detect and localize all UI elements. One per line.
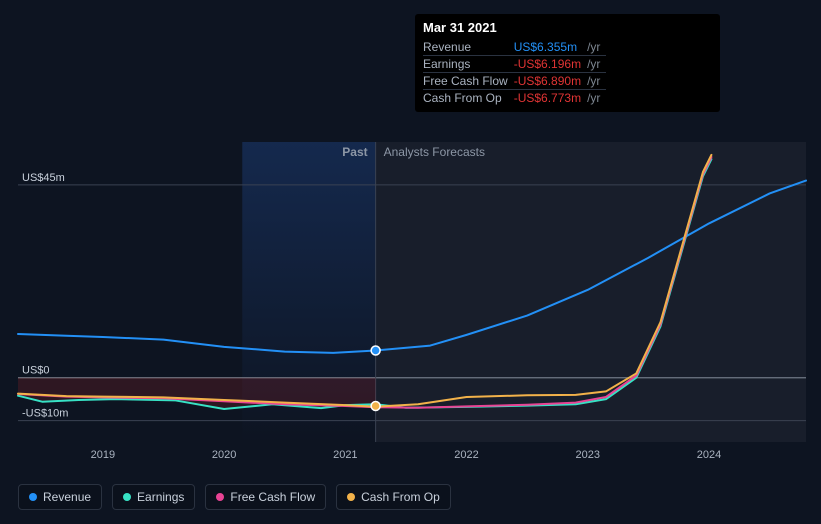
tooltip-row-value: -US$6.773m bbox=[514, 90, 587, 107]
x-axis-label: 2021 bbox=[333, 449, 357, 461]
x-axis-label: 2024 bbox=[697, 449, 721, 461]
marker-other bbox=[371, 402, 380, 411]
legend-item-revenue[interactable]: Revenue bbox=[18, 484, 102, 510]
legend-item-label: Cash From Op bbox=[361, 490, 440, 504]
financials-chart: -US$10m US$0 US$45m Past Analysts Forecasts 2… bbox=[0, 0, 821, 524]
legend-item-label: Free Cash Flow bbox=[230, 490, 315, 504]
y-axis-label: US$45m bbox=[22, 172, 65, 184]
marker-revenue bbox=[371, 346, 380, 355]
legend-dot-icon bbox=[29, 493, 37, 501]
tooltip-row-unit: /yr bbox=[587, 90, 606, 107]
chart-legend: Revenue Earnings Free Cash Flow Cash From O… bbox=[18, 484, 451, 510]
legend-item-cfo[interactable]: Cash From Op bbox=[336, 484, 451, 510]
legend-item-fcf[interactable]: Free Cash Flow bbox=[205, 484, 326, 510]
hover-tooltip: Mar 31 2021 RevenueUS$6.355m/yrEarnings-… bbox=[415, 14, 720, 112]
past-label: Past bbox=[342, 145, 367, 159]
legend-dot-icon bbox=[123, 493, 131, 501]
tooltip-row-value: US$6.355m bbox=[514, 39, 587, 56]
legend-dot-icon bbox=[216, 493, 224, 501]
tooltip-row-label: Revenue bbox=[423, 39, 514, 56]
tooltip-row-label: Free Cash Flow bbox=[423, 73, 514, 90]
x-axis-label: 2022 bbox=[454, 449, 478, 461]
tooltip-row: Cash From Op-US$6.773m/yr bbox=[423, 90, 606, 107]
forecast-label: Analysts Forecasts bbox=[384, 145, 485, 159]
tooltip-row-label: Earnings bbox=[423, 56, 514, 73]
tooltip-row-unit: /yr bbox=[587, 39, 606, 56]
tooltip-row-unit: /yr bbox=[587, 56, 606, 73]
tooltip-row: Earnings-US$6.196m/yr bbox=[423, 56, 606, 73]
forecast-region bbox=[376, 142, 806, 442]
y-axis-label: US$0 bbox=[22, 365, 50, 377]
tooltip-row-value: -US$6.890m bbox=[514, 73, 587, 90]
x-axis-label: 2023 bbox=[576, 449, 600, 461]
tooltip-table: RevenueUS$6.355m/yrEarnings-US$6.196m/yr… bbox=[423, 39, 606, 106]
y-axis-label: -US$10m bbox=[22, 408, 68, 420]
x-axis-label: 2019 bbox=[91, 449, 115, 461]
x-axis-label: 2020 bbox=[212, 449, 236, 461]
legend-item-earnings[interactable]: Earnings bbox=[112, 484, 195, 510]
legend-dot-icon bbox=[347, 493, 355, 501]
tooltip-row: Free Cash Flow-US$6.890m/yr bbox=[423, 73, 606, 90]
tooltip-row-value: -US$6.196m bbox=[514, 56, 587, 73]
legend-item-label: Revenue bbox=[43, 490, 91, 504]
tooltip-row-label: Cash From Op bbox=[423, 90, 514, 107]
tooltip-row: RevenueUS$6.355m/yr bbox=[423, 39, 606, 56]
tooltip-row-unit: /yr bbox=[587, 73, 606, 90]
legend-item-label: Earnings bbox=[137, 490, 184, 504]
tooltip-date: Mar 31 2021 bbox=[423, 20, 712, 35]
